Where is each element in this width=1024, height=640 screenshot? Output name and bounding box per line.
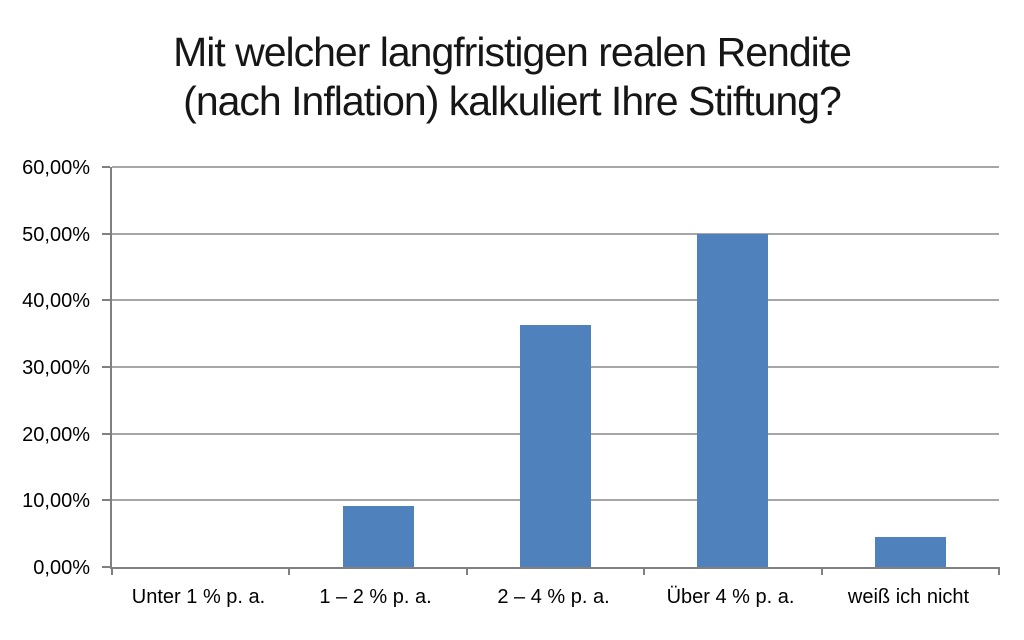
x-axis-labels: Unter 1 % p. a. 1 – 2 % p. a. 2 – 4 % p. a… [110,584,997,614]
y-axis-label: 50,00% [22,223,90,246]
x-axis-tick [821,567,823,575]
x-axis-label: 2 – 4 % p. a. [497,586,610,608]
gridline [112,299,999,302]
chart-title-line-1: Mit welcher langfristigen realen Rendite [173,29,852,75]
bar-3 [520,325,591,567]
x-axis-label: Unter 1 % p. a. [131,586,266,608]
y-axis-label: 30,00% [22,357,90,379]
y-axis-tick [102,499,110,502]
y-axis-label: 10,00% [22,490,90,513]
x-axis-label: 1 – 2 % p. a. [319,586,432,608]
x-axis-tick [288,567,290,575]
y-axis-label: 40,00% [22,290,90,313]
x-axis-tick [998,567,1000,575]
bar-2 [343,506,414,567]
chart-title: Mit welcher langfristigen realen Rendite… [0,28,1024,126]
y-axis-tick [102,299,110,302]
x-axis-label: Über 4 % p. a. [666,586,795,608]
chart-title-line-2: (nach Inflation) kalkuliert Ihre Stiftun… [183,78,842,124]
y-axis-tick [102,166,110,168]
bar-5 [875,537,946,567]
plot-area [102,166,1000,575]
y-axis-label: 60,00% [22,157,90,179]
x-axis-label: weiß ich nicht [847,586,970,608]
gridline [112,232,999,235]
bar-4 [697,234,768,567]
y-axis-labels: 0,00% 10,00% 20,00% 30,00% 40,00% 50,00% 60,00… [0,157,90,579]
y-axis-tick [102,566,110,568]
gridline [112,166,999,168]
y-axis-tick [102,366,110,368]
y-axis-label: 0,00% [33,557,90,579]
x-axis-tick [643,567,645,575]
y-axis-tick [102,432,110,435]
x-axis-tick [111,567,113,575]
y-axis-label: 20,00% [22,423,90,446]
y-axis-tick [102,232,110,235]
x-axis-tick [466,567,468,575]
